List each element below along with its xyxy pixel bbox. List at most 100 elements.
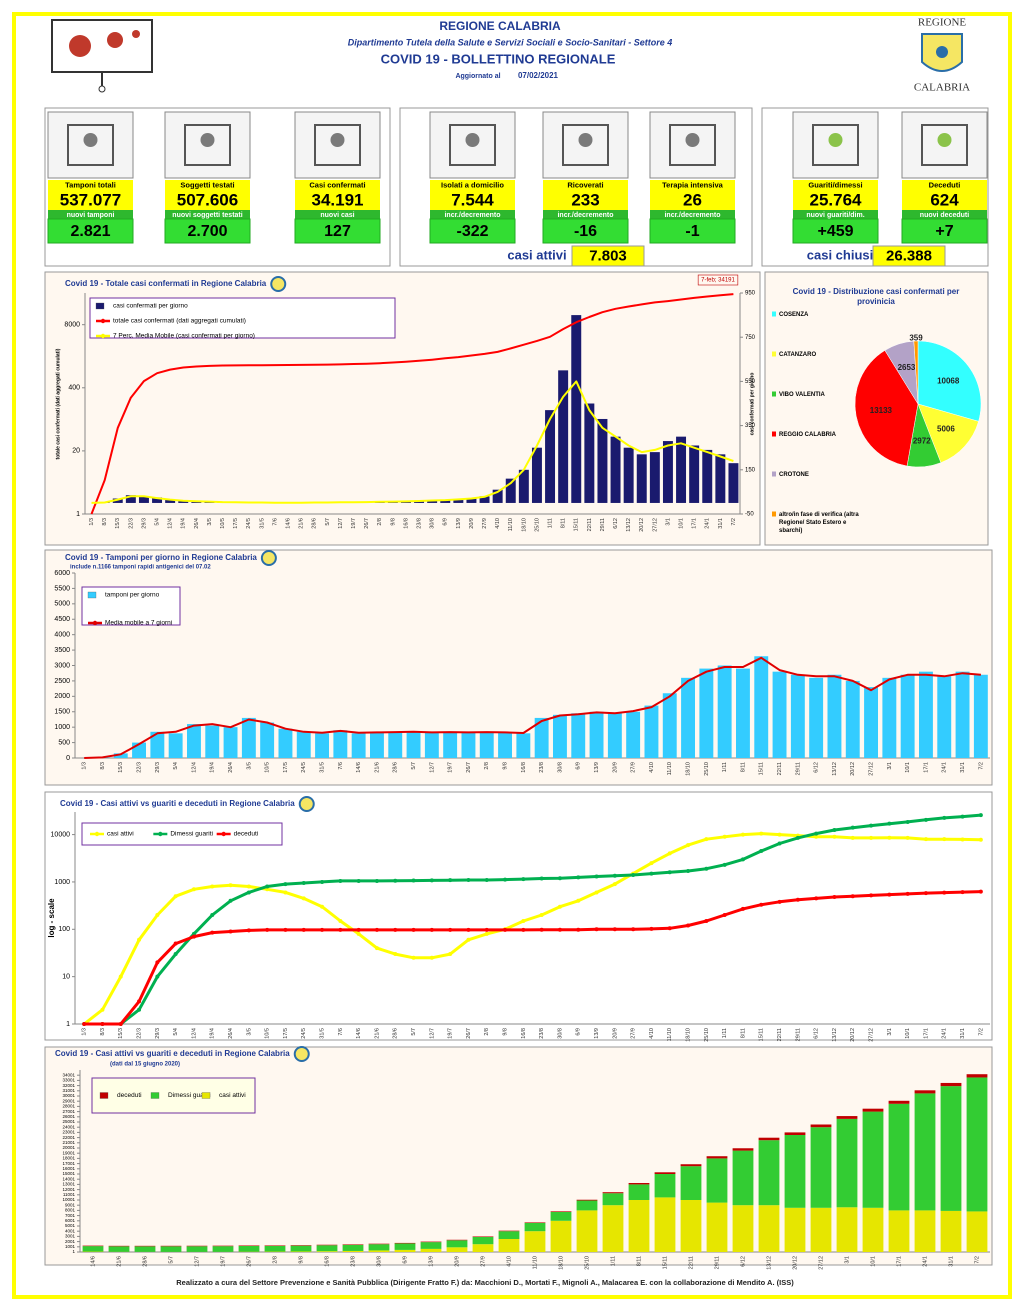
x-tick-label: 20/12 [792,1256,798,1270]
bar [689,445,700,503]
y-tick-label: 17001 [62,1161,75,1166]
bar [610,436,621,503]
x-tick-label: 24/1 [705,518,711,529]
series-marker [686,923,691,928]
series-marker [338,918,343,923]
bar [479,731,494,758]
series-marker [320,904,325,909]
bar-segment [576,1210,598,1252]
region-logo: REGIONE CALABRIA [914,17,970,94]
x-tick-label: 22/3 [128,518,134,529]
x-tick-label: 19/7 [220,1256,226,1267]
bar [772,671,787,758]
bar [882,677,897,758]
x-tick-label: 29/3 [155,1028,161,1039]
x-tick-label: 9/8 [503,1028,509,1036]
series-marker [246,884,251,889]
bar-segment [576,1199,598,1201]
series-marker [484,927,489,932]
legend-box [91,1077,256,1114]
y-tick-label: 1001 [65,1244,76,1249]
card-sub-label-bg [902,210,987,219]
series-marker [923,891,928,896]
x-tick-label: 29/11 [795,1028,801,1041]
series-marker [887,835,892,840]
y-tick-label: 5001 [65,1223,76,1228]
series-marker [704,837,709,842]
x-tick-label: 3/1 [887,1028,893,1036]
series-marker [704,866,709,871]
card-sub-value: 2.821 [70,223,110,240]
x-tick-label: 18/10 [558,1256,564,1270]
series-marker [923,817,928,822]
bar-segment [914,1093,936,1211]
series-marker [521,877,526,882]
x-tick-label: 17/1 [923,762,929,773]
bar-segment [810,1124,832,1128]
x-tick-label: 25/10 [584,1256,590,1270]
x-tick-label: 22/11 [777,1028,783,1041]
y-tick-label: 1 [72,1249,75,1254]
series-marker [942,815,947,820]
bar-segment [186,1246,208,1252]
series-marker [594,874,599,879]
y-tick-label: 18001 [62,1156,75,1161]
legend-swatch [99,1092,109,1099]
x-tick-label: 14/6 [356,1028,362,1039]
x-tick-label: 29/11 [600,518,606,531]
bar-segment [238,1245,260,1246]
x-tick-label: 21/6 [374,1028,380,1039]
card-sub-value: -16 [574,223,597,240]
chart-title: Covid 19 - Casi attivi vs guariti e dece… [60,799,295,808]
text-line: REGGIO CALABRIA [779,432,837,438]
bar [558,370,569,503]
legend-swatch [772,311,776,317]
x-tick-label: 19/7 [351,518,357,529]
y-tick-label: 33001 [62,1078,75,1083]
series-marker [484,931,489,936]
card-value-bg [543,190,628,210]
x-tick-label: 29/3 [141,518,147,529]
series-marker [832,895,837,900]
bar [315,733,330,758]
series-marker [283,927,288,932]
bar [260,722,275,758]
bar-segment [706,1202,728,1252]
x-tick-label: 16/8 [521,762,527,773]
bar [278,728,293,758]
x-tick-label: 1/3 [82,762,88,770]
x-tick-label: 15/3 [118,762,124,773]
x-tick-label: 12/4 [168,518,174,529]
series-marker [978,837,983,842]
series-marker [612,873,617,878]
x-tick-label: 11/10 [508,518,514,531]
series-marker [137,937,142,942]
y-tick-label: 8000 [64,322,80,329]
y-tick-label: 6000 [54,570,70,577]
x-tick-label: 1/11 [548,518,554,528]
series-marker [850,894,855,899]
bar-segment [680,1200,702,1252]
series-marker [173,952,178,957]
series-marker [869,835,874,840]
bar [623,447,634,503]
updated-label: Aggiornato al [455,73,500,80]
pie-value-label: 10068 [937,376,960,385]
bar [649,452,660,503]
pie-slice [917,340,982,422]
title-logo [293,1046,310,1062]
card-label-bg [902,180,987,190]
x-tick-label: 6/9 [402,1256,408,1264]
series-marker [686,869,691,874]
icon-detail [578,133,593,147]
series-marker [320,927,325,932]
bar-segment [810,1127,832,1208]
y-tick-label: 19001 [62,1150,75,1155]
card-label: Deceduti [929,180,961,189]
x-tick-label: 6/9 [443,518,449,526]
icon-figure [562,124,609,166]
bar-segment [290,1245,312,1252]
card-label-bg [48,180,133,190]
left-logo [51,19,153,93]
x-tick-label: 24/1 [942,1028,948,1039]
